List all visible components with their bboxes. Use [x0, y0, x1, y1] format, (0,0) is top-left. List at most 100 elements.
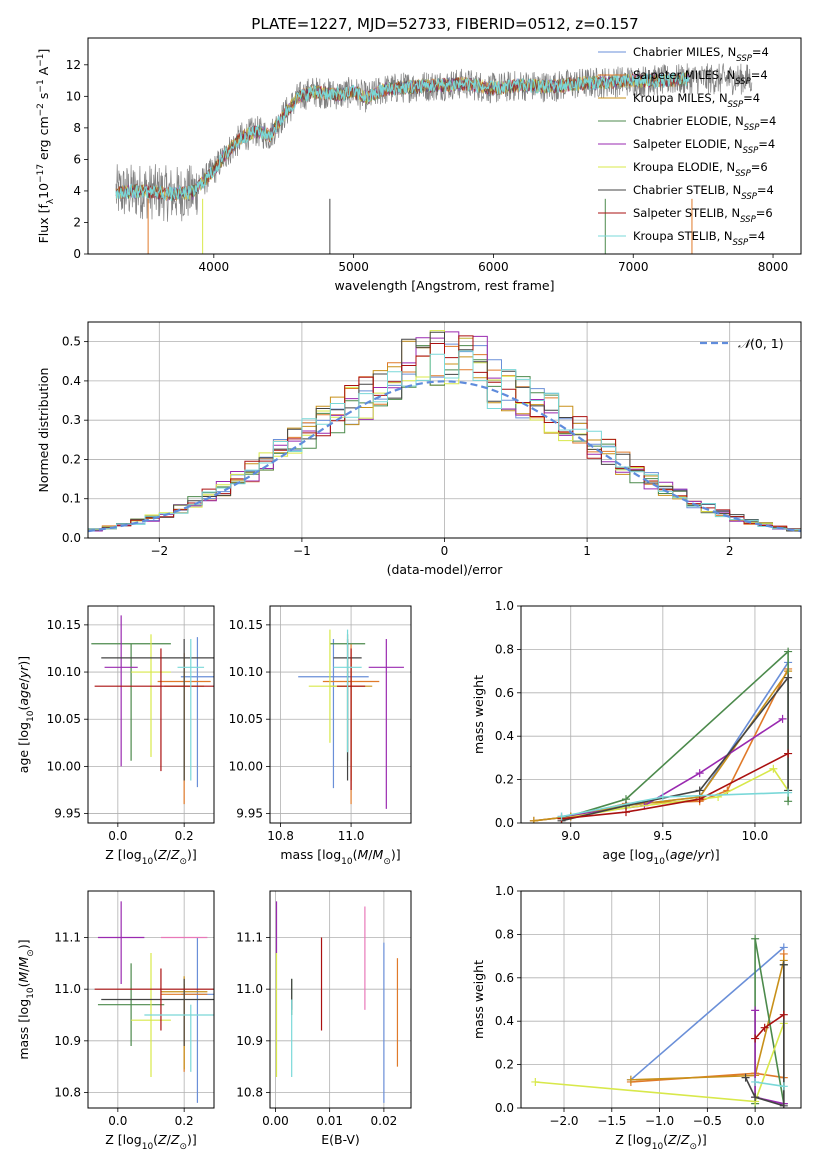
y-tick-label: 10 — [66, 89, 81, 103]
axes-frame — [269, 605, 412, 824]
mass-weight-marker — [751, 934, 760, 943]
normal-curve — [88, 380, 801, 533]
x-tick-label: 0.02 — [371, 1114, 398, 1128]
plot-area — [529, 647, 793, 823]
axes-frame — [87, 37, 802, 255]
y-tick-label: 11.0 — [54, 982, 81, 996]
y-tick-label: 0.0 — [495, 1101, 514, 1115]
axes-frame — [87, 321, 802, 539]
figure-title: PLATE=1227, MJD=52733, FIBERID=0512, z=0… — [251, 15, 638, 33]
legend-entry: Kroupa MILES, NSSP=4 — [633, 91, 760, 110]
y-tick-label: 0.0 — [495, 816, 514, 830]
x-axis-label: Z [log10(Z/Z⊙)] — [105, 1132, 197, 1152]
residual-histogram — [88, 335, 801, 530]
legend-entry: Salpeter STELIB, NSSP=6 — [633, 206, 773, 225]
mass-weight-line — [744, 964, 785, 1107]
x-tick-label: 8000 — [758, 260, 789, 274]
axes-frame — [520, 605, 802, 824]
mass-weight-marker — [784, 749, 793, 758]
observed-spectrum — [115, 63, 753, 222]
y-tick-label: 0.6 — [495, 686, 514, 700]
mass-weight-marker — [779, 1010, 788, 1019]
y-axis-label: age [log10(age/yr)] — [16, 656, 36, 773]
y-tick-label: 11.1 — [54, 931, 81, 945]
y-tick-label: 2 — [73, 215, 81, 229]
x-tick-label: 0.0 — [108, 1114, 127, 1128]
mass-weight-marker — [695, 786, 704, 795]
panel-age_vs_mass: 10.8 11.0 9.95 10.00 10.05 10.10 10.15 mass [lo… — [229, 605, 412, 867]
y-tick-label: 0.2 — [495, 1058, 514, 1072]
y-tick-label: 0.5 — [62, 335, 81, 349]
x-tick-label: 5000 — [338, 260, 369, 274]
y-tick-label: 10.05 — [229, 712, 263, 726]
x-tick-label: 6000 — [478, 260, 509, 274]
axes-frame — [87, 890, 215, 1109]
y-axis-label: mass weight — [471, 675, 486, 754]
mass-weight-marker — [784, 647, 793, 656]
y-tick-label: 10.9 — [54, 1034, 81, 1048]
x-tick-label: −0.5 — [693, 1114, 722, 1128]
plot-area — [115, 63, 753, 254]
legend-entry: Kroupa ELODIE, NSSP=6 — [633, 160, 768, 179]
x-tick-label: −2 — [150, 544, 168, 558]
plot-area — [275, 901, 399, 1103]
mass-weight-marker — [784, 788, 793, 797]
y-tick-label: 0 — [73, 247, 81, 261]
axes-frame — [520, 890, 802, 1109]
model-spectrum — [115, 71, 690, 201]
mass-weight-marker — [751, 1006, 760, 1015]
x-tick-label: 0.00 — [262, 1114, 289, 1128]
x-tick-label: −1.0 — [645, 1114, 674, 1128]
x-axis-label: E(B-V) — [321, 1132, 360, 1147]
mass-weight-marker — [741, 1073, 750, 1082]
y-tick-label: 4 — [73, 184, 81, 198]
x-tick-label: 9.0 — [561, 829, 580, 843]
legend-entry: Kroupa STELIB, NSSP=4 — [633, 229, 765, 248]
x-tick-label: 0.0 — [746, 1114, 765, 1128]
plot-area — [298, 629, 404, 809]
y-tick-label: 0.2 — [62, 452, 81, 466]
y-tick-label: 10.15 — [47, 618, 81, 632]
axes-frame — [87, 605, 215, 824]
mass-weight-marker — [784, 797, 793, 806]
panel-spectrum: 4000 5000 6000 7000 8000 0 2 4 6 8 10 12 wavelength … — [36, 37, 802, 293]
mass-weight-marker — [784, 673, 793, 682]
panel-mass_weight_vs_Z: −2.0 −1.5 −1.0 −0.5 0.0 0.0 0.2 0.4 0.6 0.8 1.0 Z [… — [471, 884, 802, 1152]
x-axis-label: mass [log10(M/M⊙)] — [280, 847, 400, 867]
mass-weight-line — [630, 946, 785, 1081]
plot-area — [91, 615, 214, 805]
panel-age_vs_Z: 0.0 0.2 9.95 10.00 10.05 10.10 10.15 Z [log10(Z… — [16, 605, 215, 867]
y-tick-label: 10.10 — [47, 665, 81, 679]
mass-weight-marker — [695, 769, 704, 778]
legend-entry: Chabrier MILES, NSSP=4 — [633, 45, 769, 64]
y-tick-label: 10.9 — [236, 1034, 263, 1048]
x-axis-label: Z [log10(Z/Z⊙)] — [105, 847, 197, 867]
plot-area — [88, 330, 801, 533]
axes-frame — [269, 890, 412, 1109]
y-tick-label: 0.1 — [62, 492, 81, 506]
y-axis-label: Normed distribution — [36, 368, 51, 493]
x-axis-label: age [log10(age/yr)] — [602, 847, 719, 867]
panel-mass_vs_ebv: 0.00 0.01 0.02 10.8 10.9 11.0 11.1 E(B-V) — [236, 890, 412, 1147]
mass-weight-marker — [622, 808, 630, 817]
mass-weight-marker — [557, 812, 566, 821]
y-tick-label: 10.8 — [236, 1086, 263, 1100]
legend-entry: Salpeter MILES, NSSP=4 — [633, 68, 768, 87]
mass-weight-line — [754, 1081, 784, 1088]
y-tick-label: 1.0 — [495, 884, 514, 898]
x-tick-label: 0.0 — [108, 829, 127, 843]
y-tick-label: 10.10 — [229, 665, 263, 679]
x-tick-label: 11.0 — [338, 829, 365, 843]
x-tick-label: −1.5 — [597, 1114, 626, 1128]
mass-weight-marker — [778, 714, 787, 723]
legend-entry: Salpeter ELODIE, NSSP=4 — [633, 137, 775, 156]
mass-weight-marker — [760, 1023, 769, 1032]
x-tick-label: −2.0 — [549, 1114, 578, 1128]
legend-entry: Chabrier ELODIE, NSSP=4 — [633, 114, 776, 133]
y-tick-label: 0.8 — [495, 642, 514, 656]
x-tick-label: 10.8 — [267, 829, 294, 843]
y-axis-label: mass weight — [471, 960, 486, 1039]
mass-weight-marker — [779, 1101, 788, 1108]
x-tick-label: −1 — [293, 544, 311, 558]
